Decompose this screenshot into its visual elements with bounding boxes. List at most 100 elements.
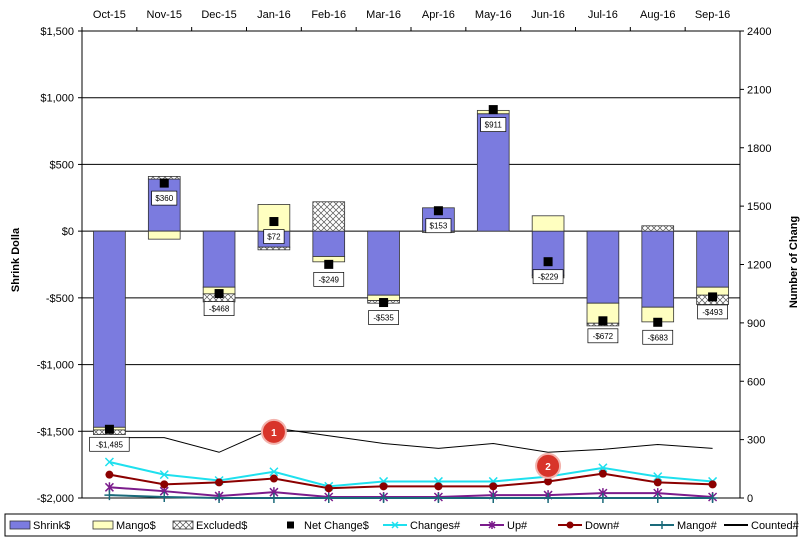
legend-swatch [172,520,194,530]
bar-shrink [312,230,346,257]
marker-down [598,469,607,478]
bar-shrink [641,230,675,308]
legend-label: Excluded$ [196,520,247,532]
bar-mango [147,230,181,240]
net-change-point [214,289,224,299]
net-change-point [653,317,663,327]
gridlines [82,30,740,499]
y-left-tick-label: $1,500 [40,26,74,38]
y-left-tick-label: -$1,500 [37,426,74,438]
bar-shrink [531,230,565,276]
net-change-label-box [151,190,178,206]
net-change-label: $153 [430,222,448,231]
y-right-tick-label: 900 [747,318,765,330]
marker-down [324,484,333,493]
net-change-points: -$1,485 $360 -$468 $72 -$249 -$535 $153 $911 -$2… [89,105,728,452]
y-right-tick-label: 2100 [747,84,771,96]
y-axis-right-title: Number of Chang [788,216,800,308]
net-change-label-box [89,436,130,452]
x-tick-label: Apr-16 [422,9,455,21]
marker-changes [159,470,169,480]
marker-mango [378,493,389,503]
net-change-label: $360 [155,194,173,203]
annotation-marker [535,452,562,479]
net-change-label: -$249 [319,275,340,284]
marker-down [544,477,553,486]
net-change-point [159,178,169,188]
y-left-tick-label: $0 [62,226,74,238]
bar-excluded [312,201,346,232]
marker-mango [652,493,663,503]
legend-swatch [287,521,294,529]
net-change-point [433,206,443,216]
legend-marker [658,521,666,529]
x-tick-label: Jul-16 [588,9,618,21]
count-lines [104,427,718,503]
legend-label: Counted# [751,520,800,532]
x-tick-label: Mar-16 [366,9,401,21]
y-right-tick-label: 1200 [747,260,771,272]
line-down [109,472,713,490]
net-change-point [379,298,389,308]
y-left-tick-label: $1,000 [40,93,74,105]
annotation-marker [260,418,287,445]
marker-mango [268,493,279,503]
net-change-point [488,105,498,115]
legend-marker [488,521,496,529]
x-tick-label: Nov-15 [147,9,182,21]
annotations: 12 [260,418,562,479]
legend-swatch [92,520,114,530]
axes: $1,500 $1,000 $500 $0 -$500 -$1,000 -$1,500 -$2… [37,9,772,505]
x-tick-label: Sep-16 [695,9,730,21]
marker-mango [159,492,170,503]
marker-mango [214,493,225,503]
net-change-label: $72 [267,233,281,242]
net-change-point [708,292,718,302]
net-change-label: -$229 [538,273,559,282]
x-tick-label: May-16 [475,9,512,21]
marker-down [105,470,114,479]
y-right-tick-label: 1800 [747,143,771,155]
marker-down [269,474,278,483]
marker-mango [323,493,334,503]
y-right-tick-label: 2400 [747,26,771,38]
marker-mango [104,490,115,501]
line-counted [109,427,713,453]
net-change-label: -$1,485 [96,440,124,449]
annotation-marker-label: 1 [271,428,277,439]
marker-mango [707,493,718,503]
marker-changes [269,467,279,477]
marker-down [653,478,662,487]
marker-mango [488,493,499,503]
net-change-label: $911 [485,121,503,130]
x-tick-label: Dec-15 [201,9,236,21]
x-tick-label: Aug-16 [640,9,675,21]
net-change-label: -$468 [209,305,230,314]
legend-label: Net Change$ [304,520,369,532]
marker-mango [433,493,444,503]
bar-mango [531,215,565,232]
net-change-label: -$672 [593,332,614,341]
legend-swatch [9,520,31,530]
legend-marker [391,521,399,529]
line-changes [109,461,713,488]
marker-down [160,480,169,489]
marker-down [434,482,443,491]
y-left-tick-label: -$500 [46,293,74,305]
net-change-label: -$535 [373,314,394,323]
line-up [109,486,713,499]
y-left-tick-label: -$2,000 [37,493,74,505]
y-right-tick-label: 0 [747,493,753,505]
bar-shrink [476,113,510,232]
net-change-label-box [587,328,619,344]
y-right-tick-label: 1500 [747,201,771,213]
legend-label: Down# [585,520,620,532]
y-right-tick-label: 300 [747,435,765,447]
legend-marker [566,521,574,529]
x-tick-label: Feb-16 [311,9,346,21]
bar-excluded [641,225,675,232]
net-change-label-box [480,117,507,132]
net-change-label-box [368,310,399,325]
bar-shrink [93,230,126,428]
marker-changes [598,463,608,473]
